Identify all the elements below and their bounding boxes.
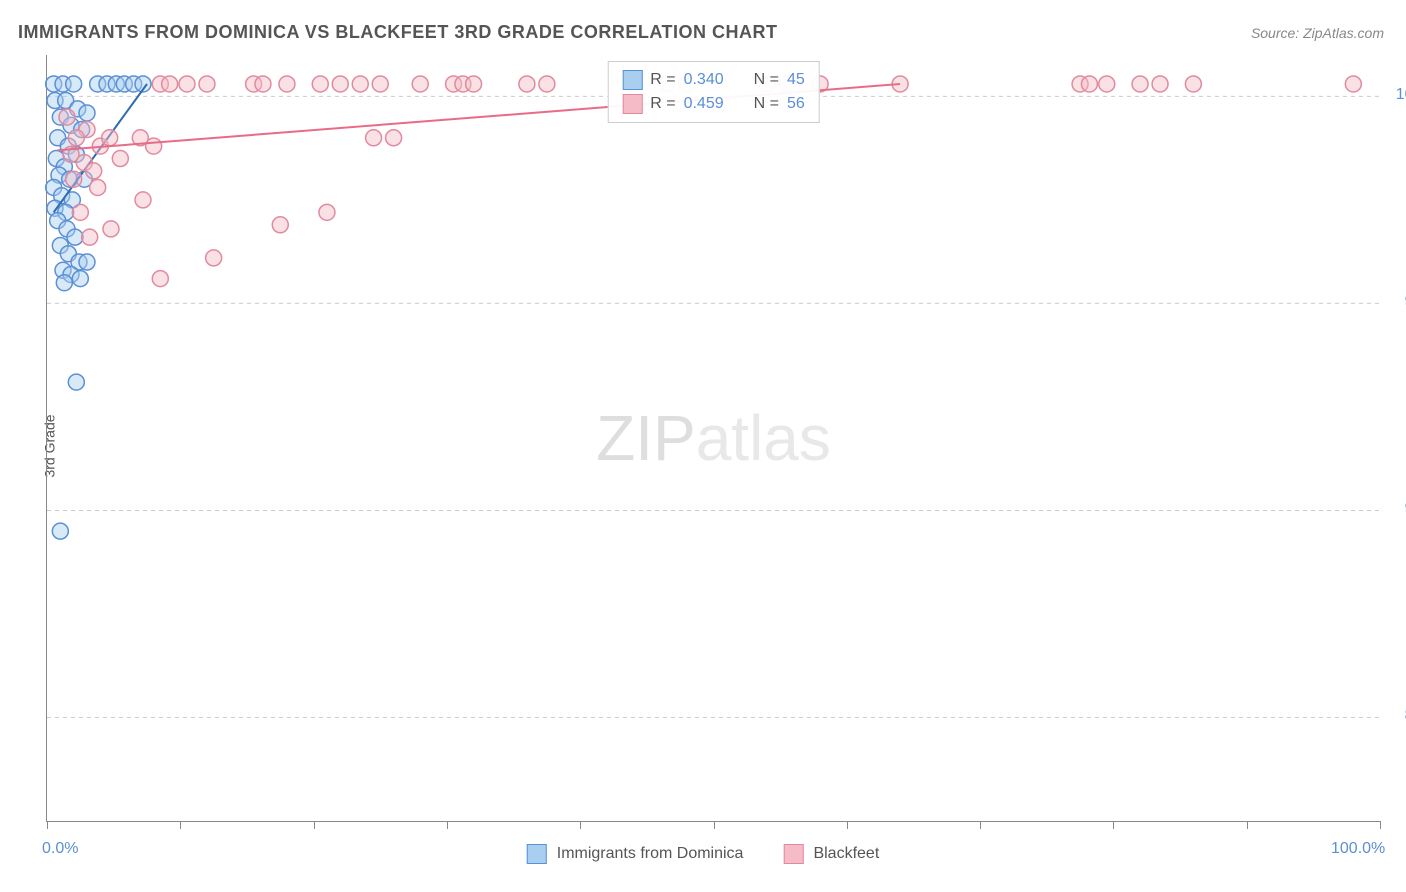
series-legend: Immigrants from Dominica Blackfeet — [527, 844, 880, 864]
y-tick-label: 100.0% — [1396, 86, 1406, 104]
x-tick-label: 100.0% — [1331, 840, 1385, 858]
x-tick — [847, 821, 848, 829]
n-value: 45 — [787, 68, 805, 92]
source-label: Source: — [1251, 25, 1303, 41]
legend-item-blackfeet: Blackfeet — [783, 844, 879, 864]
x-tick — [714, 821, 715, 829]
x-tick — [180, 821, 181, 829]
r-label: R = — [650, 92, 675, 116]
rn-legend-row: R = 0.459 N = 56 — [622, 92, 805, 116]
scatter-svg — [47, 55, 1380, 821]
x-tick — [1247, 821, 1248, 829]
r-value: 0.459 — [684, 92, 724, 116]
chart-title: IMMIGRANTS FROM DOMINICA VS BLACKFEET 3R… — [18, 22, 777, 43]
legend-swatch-icon — [527, 844, 547, 864]
x-tick — [314, 821, 315, 829]
x-tick — [580, 821, 581, 829]
rn-legend-row: R = 0.340 N = 45 — [622, 68, 805, 92]
legend-item-dominica: Immigrants from Dominica — [527, 844, 744, 864]
r-label: R = — [650, 68, 675, 92]
x-tick — [1113, 821, 1114, 829]
x-tick — [47, 821, 48, 829]
legend-label: Immigrants from Dominica — [557, 845, 744, 863]
x-tick — [447, 821, 448, 829]
x-tick-label: 0.0% — [42, 840, 78, 858]
n-label: N = — [754, 68, 779, 92]
legend-swatch-icon — [783, 844, 803, 864]
x-tick — [1380, 821, 1381, 829]
r-value: 0.340 — [684, 68, 724, 92]
source-value: ZipAtlas.com — [1303, 25, 1384, 41]
n-label: N = — [754, 92, 779, 116]
legend-swatch-icon — [622, 70, 642, 90]
n-value: 56 — [787, 92, 805, 116]
legend-label: Blackfeet — [813, 845, 879, 863]
correlation-legend-box: R = 0.340 N = 45 R = 0.459 N = 56 — [607, 61, 820, 123]
source-attribution: Source: ZipAtlas.com — [1251, 25, 1384, 41]
legend-swatch-icon — [622, 94, 642, 114]
chart-plot-area: ZIPatlas R = 0.340N = 45R = 0.459N = 56 … — [46, 55, 1380, 822]
x-tick — [980, 821, 981, 829]
